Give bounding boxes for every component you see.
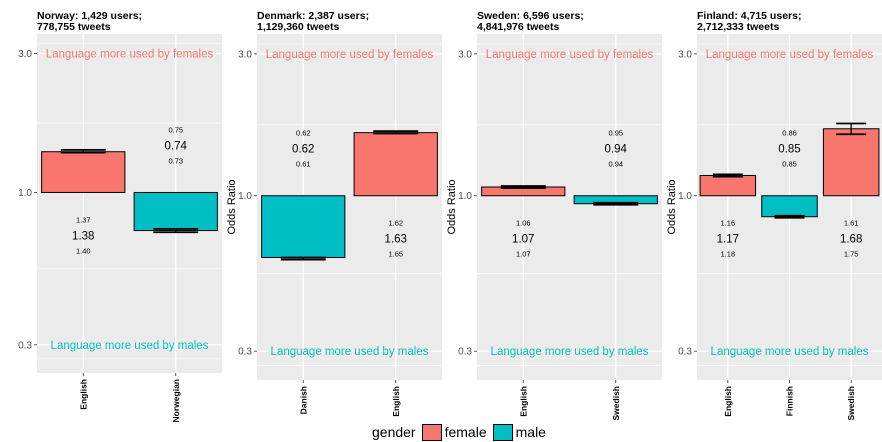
panel-title-line1: Sweden: 6,596 users; xyxy=(477,10,584,22)
panel-title-line2: 2,712,333 tweets xyxy=(697,21,779,33)
odds-ratio-label: 1.68 xyxy=(840,234,862,246)
ci-label-lower: 0.94 xyxy=(608,160,623,169)
panel-2: Sweden: 6,596 users;4,841,976 tweets 0.3 1… xyxy=(446,10,662,420)
y-tick-label: 0.3 xyxy=(238,347,252,358)
legend-key-male xyxy=(492,423,513,441)
ci-label-upper: 1.61 xyxy=(844,219,859,228)
x-tick-label: English xyxy=(723,386,733,417)
annotation-females: Language more used by females xyxy=(266,49,434,61)
annotation-males: Language more used by males xyxy=(711,346,869,358)
y-tick-label: 0.3 xyxy=(458,347,472,358)
y-tick-label: 1.0 xyxy=(458,191,472,202)
annotation-females: Language more used by females xyxy=(486,49,654,61)
x-tick-label: Norwegian xyxy=(171,379,181,422)
y-axis-label: Odds Ratio xyxy=(666,179,678,234)
ci-label-lower: 1.65 xyxy=(388,250,403,259)
panel-title-line1: Finland: 4,715 users; xyxy=(697,10,801,22)
annotation-females: Language more used by females xyxy=(706,49,874,61)
annotation-males: Language more used by males xyxy=(51,340,209,352)
panel-background xyxy=(477,34,662,380)
odds-ratio-label: 1.07 xyxy=(512,234,534,246)
ci-label-upper: 1.62 xyxy=(388,219,403,228)
ci-label-lower: 0.73 xyxy=(168,156,183,165)
bar-danish xyxy=(261,195,346,258)
ci-label-upper: 1.06 xyxy=(516,219,531,228)
annotation-females: Language more used by females xyxy=(46,48,214,60)
x-tick-label: English xyxy=(391,386,401,417)
panel-0: Norway: 1,429 users;778,755 tweets 0.3 1.0… xyxy=(18,10,222,422)
y-axis-label: Odds Ratio xyxy=(226,179,238,234)
legend-label-female: female xyxy=(444,424,487,440)
bar-english xyxy=(353,132,438,197)
legend-key-female xyxy=(421,423,442,441)
odds-ratio-label: 0.94 xyxy=(605,144,628,156)
ci-label-upper: 0.95 xyxy=(608,129,623,138)
ci-label-upper: 0.62 xyxy=(296,129,311,138)
odds-ratio-label: 0.74 xyxy=(165,140,188,152)
y-tick-label: 3.0 xyxy=(678,49,692,60)
x-tick-label: Danish xyxy=(298,386,308,414)
panel-3: Finland: 4,715 users;2,712,333 tweets 0.3… xyxy=(666,10,882,420)
ci-label-lower: 1.07 xyxy=(516,250,531,259)
ci-label-upper: 0.86 xyxy=(782,129,797,138)
odds-ratio-label: 0.85 xyxy=(778,144,800,156)
y-tick-label: 1.0 xyxy=(18,188,32,199)
y-tick-label: 1.0 xyxy=(238,191,252,202)
x-tick-label: Swedish xyxy=(611,386,621,420)
y-axis-label: Odds Ratio xyxy=(446,179,458,234)
x-tick-label: Swedish xyxy=(846,386,856,420)
ci-label-lower: 1.40 xyxy=(76,246,91,255)
bar-english xyxy=(699,174,757,197)
ci-label-lower: 0.61 xyxy=(296,160,311,169)
odds-ratio-label: 0.62 xyxy=(292,144,314,156)
odds-ratio-label: 1.17 xyxy=(717,234,739,246)
ci-label-lower: 1.75 xyxy=(844,250,859,259)
panel-title-line1: Denmark: 2,387 users; xyxy=(257,10,369,22)
bar-swedish xyxy=(822,128,880,197)
bar-norwegian xyxy=(133,191,218,232)
panel-title-line1: Norway: 1,429 users; xyxy=(37,10,142,22)
legend: gender female male xyxy=(372,422,546,442)
y-tick-label: 1.0 xyxy=(678,191,692,202)
bar-english xyxy=(41,151,126,193)
y-tick-label: 3.0 xyxy=(238,49,252,60)
x-tick-label: English xyxy=(78,379,88,410)
panel-1: Denmark: 2,387 users;1,129,360 tweets 0.3… xyxy=(226,10,442,417)
ci-label-lower: 1.18 xyxy=(721,250,736,259)
ci-label-lower: 0.85 xyxy=(782,160,797,169)
ci-label-upper: 1.16 xyxy=(721,219,736,228)
x-tick-label: English xyxy=(518,386,528,417)
panel-title-line2: 1,129,360 tweets xyxy=(257,21,339,33)
odds-ratio-label: 1.38 xyxy=(72,230,94,242)
panel-title-line2: 778,755 tweets xyxy=(37,21,111,33)
ci-label-upper: 0.75 xyxy=(168,125,183,134)
x-tick-label: Finnish xyxy=(785,386,795,416)
odds-ratio-label: 1.63 xyxy=(385,234,407,246)
bar-finnish xyxy=(761,195,818,218)
y-tick-label: 3.0 xyxy=(458,49,472,60)
legend-title: gender xyxy=(372,424,416,440)
legend-label-male: male xyxy=(515,424,546,440)
ci-label-upper: 1.37 xyxy=(76,215,91,224)
y-tick-label: 3.0 xyxy=(18,49,32,60)
y-tick-label: 0.3 xyxy=(678,347,692,358)
annotation-males: Language more used by males xyxy=(491,346,649,358)
panel-title-line2: 4,841,976 tweets xyxy=(477,21,559,33)
y-tick-label: 0.3 xyxy=(18,340,32,351)
annotation-males: Language more used by males xyxy=(271,346,429,358)
